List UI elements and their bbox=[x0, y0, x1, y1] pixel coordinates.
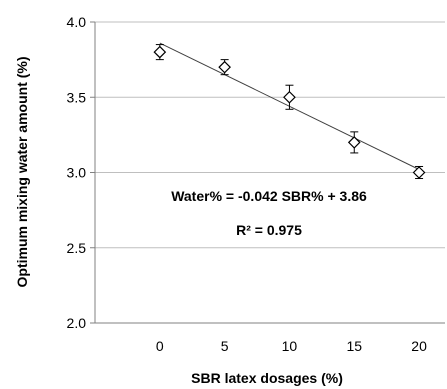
data-point-diamond bbox=[412, 166, 426, 179]
y-tick-label: 4.0 bbox=[67, 14, 87, 30]
y-tick-label: 2.5 bbox=[67, 240, 87, 256]
x-tick-label: 15 bbox=[346, 338, 362, 354]
y-tick-label: 2.0 bbox=[67, 315, 87, 331]
x-tick-label: 0 bbox=[156, 338, 164, 354]
data-points bbox=[153, 44, 426, 180]
x-tick-label: 10 bbox=[282, 338, 298, 354]
equation-annotation: Water% = -0.042 SBR% + 3.86 bbox=[171, 188, 367, 204]
data-point-diamond bbox=[347, 136, 361, 149]
y-tick-label: 3.0 bbox=[67, 165, 87, 181]
x-tick-label: 5 bbox=[221, 338, 229, 354]
y-tick-labels: 2.0 2.5 3.0 3.5 4.0 bbox=[67, 14, 87, 331]
axes bbox=[90, 21, 445, 324]
x-tick-labels: 0 5 10 15 20 bbox=[156, 338, 427, 354]
x-axis-title: SBR latex dosages (%) bbox=[191, 370, 343, 386]
data-point-diamond bbox=[218, 60, 231, 74]
y-axis-title: Optimum mixing water amount (%) bbox=[14, 56, 30, 287]
gridlines bbox=[95, 21, 445, 249]
data-point-diamond bbox=[153, 45, 167, 59]
y-tick-label: 3.5 bbox=[67, 89, 87, 105]
r-squared-annotation: R² = 0.975 bbox=[236, 222, 302, 238]
data-point-diamond bbox=[283, 90, 296, 104]
x-tick-label: 20 bbox=[411, 338, 427, 354]
